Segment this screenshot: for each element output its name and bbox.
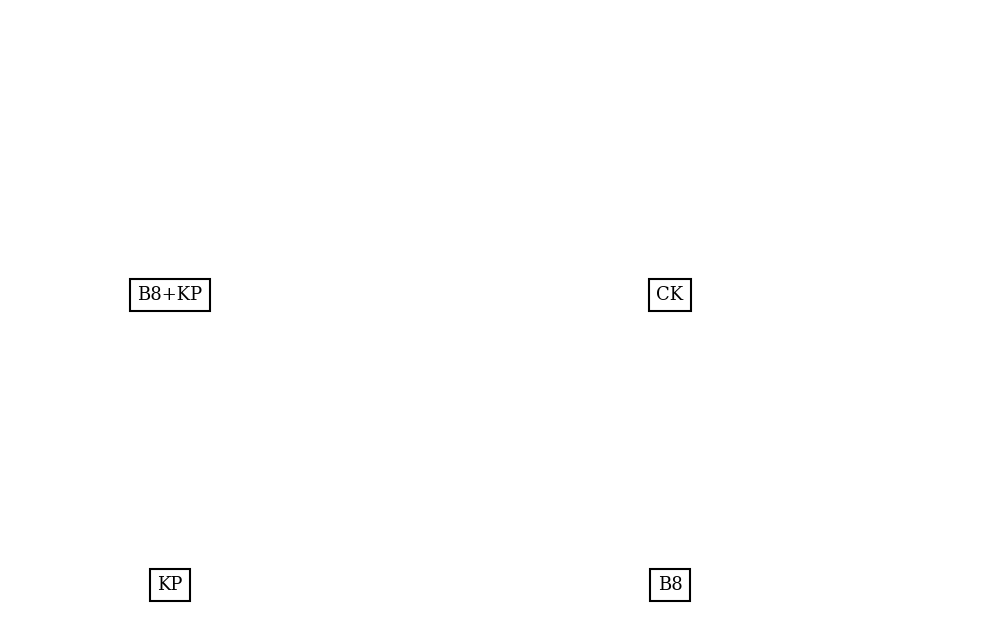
Text: B8+KP: B8+KP — [137, 286, 203, 304]
Text: CK: CK — [656, 286, 684, 304]
Text: KP: KP — [157, 576, 183, 594]
Text: B8: B8 — [658, 576, 682, 594]
